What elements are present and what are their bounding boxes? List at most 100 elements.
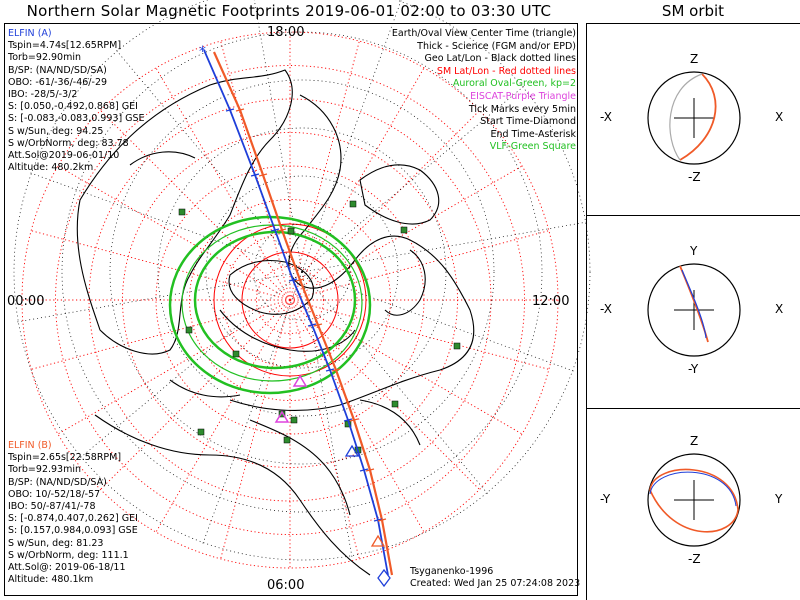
elfin-a-details: Tspin=4.74s[12.65RPM] Torb=92.90min B/SP: … xyxy=(8,40,145,174)
elfin-b-line-10: Altitude: 480.1km xyxy=(8,574,94,586)
sm-lon-line xyxy=(155,299,291,533)
orbit-panel-title: SM orbit xyxy=(661,2,725,20)
coastline xyxy=(94,414,371,576)
clock-label-top: 18:00 xyxy=(267,25,305,40)
elfin-b-line-7: S w/Sun, deg: 81.23 xyxy=(8,537,104,549)
elfin-a-tick xyxy=(373,518,383,522)
elfin-a-tick xyxy=(359,468,369,472)
elfin-a-tick xyxy=(288,278,298,282)
coastline xyxy=(76,69,293,355)
vlf-square xyxy=(287,227,295,235)
legend-entry-7: Start Time-Diamond xyxy=(480,116,576,128)
geo-lon-line xyxy=(16,271,303,323)
elfin-b-line-9: Att.Sol@: 2019-06-18/11 xyxy=(8,562,126,574)
orbit-earth-circle xyxy=(647,453,741,547)
elfin-a-track xyxy=(203,49,389,576)
coastline xyxy=(129,151,196,166)
geo-lon-line xyxy=(29,172,303,273)
orbit-track-b xyxy=(679,73,717,161)
coastlines xyxy=(76,69,475,576)
sm-lat-circle xyxy=(189,199,391,401)
elfin-a-tick xyxy=(343,418,353,422)
geo-lat-circle xyxy=(205,175,399,369)
coastline xyxy=(384,249,426,316)
footprint-tracks: * xyxy=(199,44,394,588)
clock-label-bottom: 06:00 xyxy=(267,578,305,593)
vlf-square xyxy=(232,350,240,358)
sm-lon-line xyxy=(289,299,425,533)
geo-lon-line xyxy=(79,271,303,459)
eiscat-triangle xyxy=(274,410,290,423)
legend-entry-1: Thick - Science (FGM and/or EPD) xyxy=(417,40,576,52)
elfin-a-center-triangle xyxy=(344,444,360,457)
elfin-b-tick xyxy=(295,278,305,282)
geo-lon-line xyxy=(301,271,353,558)
geo-lon-line xyxy=(115,49,303,273)
geo-lon-line xyxy=(301,0,402,273)
orbit-axis-label-right: X xyxy=(775,110,784,124)
vlf-square xyxy=(400,226,408,234)
elfin-a-info: ELFIN (A) Tspin=4.74s[12.65RPM] Torb=92.9… xyxy=(8,28,145,174)
geo-lon-line xyxy=(301,271,489,495)
elfin-b-line-2: B/SP: (NA/ND/SD/SA) xyxy=(8,476,107,488)
sm-lon-line xyxy=(289,299,360,559)
elfin-b-details: Tspin=2.65s[22.58RPM] Torb=92.93min B/SP: … xyxy=(8,452,138,586)
elfin-a-line-3: OBO: -61/-36/-46/-29 xyxy=(8,76,108,88)
elfin-a-line-10: Altitude: 480.2km xyxy=(8,162,94,174)
geo-lon-line xyxy=(202,271,303,545)
elfin-a-start-diamond xyxy=(377,568,391,588)
geo-lat-circle xyxy=(109,79,495,465)
sm-lon-line xyxy=(100,299,291,490)
elfin-b-name: ELFIN (B) xyxy=(8,440,52,451)
sm-lat-circle xyxy=(55,65,525,535)
elfin-b-line-1: Torb=92.93min xyxy=(8,464,82,476)
coastline xyxy=(169,379,241,398)
model-label: Tsyganenko-1996 xyxy=(410,566,494,577)
vlf-square xyxy=(185,326,193,334)
auroral-oval xyxy=(168,215,372,395)
orbit-axis-label-left: -X xyxy=(600,302,612,316)
orbit-earth-circle xyxy=(647,263,741,357)
geo-lat-circle xyxy=(13,0,591,561)
sm-lon-line xyxy=(100,110,291,301)
clock-label-left: 00:00 xyxy=(7,294,45,309)
coastline xyxy=(229,94,475,411)
elfin-a-line-7: S w/Sun, deg: 94.25 xyxy=(8,125,104,137)
sm-lon-line xyxy=(289,299,549,370)
coastline xyxy=(228,259,314,315)
elfin-a-line-1: Torb=92.90min xyxy=(8,52,82,64)
orbit-track-night xyxy=(669,73,703,161)
orbit-axis-label-bottom: -Z xyxy=(688,552,701,566)
legend-entry-9: VLF-Green Square xyxy=(489,141,576,153)
elfin-b-line-0: Tspin=2.65s[22.58RPM] xyxy=(8,452,122,464)
orbit-axis-label-left: -Y xyxy=(600,492,611,506)
elfin-b-line-4: IBO: 50/-87/41/-78 xyxy=(8,501,96,513)
elfin-a-line-0: Tspin=4.74s[12.65RPM] xyxy=(8,40,122,52)
elfin-b-line-3: OBO: 10/-52/18/-57 xyxy=(8,488,101,500)
vlf-square xyxy=(178,208,186,216)
sm-lon-line xyxy=(220,299,291,559)
auroral-oval-inner xyxy=(193,230,357,370)
elfin-a-end-asterisk: * xyxy=(199,44,206,60)
elfin-b-tick xyxy=(377,518,387,522)
sm-lon-line xyxy=(289,41,360,301)
elfin-a-tick xyxy=(307,323,317,327)
clock-label-right: 12:00 xyxy=(532,294,570,309)
elfin-a-tick xyxy=(250,173,260,177)
elfin-a-line-2: B/SP: (NA/ND/SD/SA) xyxy=(8,64,107,76)
coastline xyxy=(359,399,421,446)
elfin-a-tick xyxy=(270,228,280,232)
sm-grid-lines xyxy=(21,31,559,569)
legend-entry-6: Tick Marks every 5min xyxy=(468,103,576,115)
elfin-a-line-5: S: [0.050,-0.492,0.868] GEI xyxy=(8,101,138,113)
elfin-b-tick xyxy=(258,173,268,177)
legend-entry-8: End Time-Asterisk xyxy=(490,128,576,140)
coastline xyxy=(359,164,440,225)
elfin-a-line-8: S w/OrbNorm, deg: 83.78 xyxy=(8,137,129,149)
sm-lon-line xyxy=(155,67,291,301)
sm-lon-line xyxy=(57,165,291,301)
orbit-track-a xyxy=(681,269,707,339)
geo-lat-circle xyxy=(253,223,351,321)
sm-lon-line xyxy=(57,299,291,435)
plot-title: Northern Solar Magnetic Footprints 2019-… xyxy=(26,2,552,20)
